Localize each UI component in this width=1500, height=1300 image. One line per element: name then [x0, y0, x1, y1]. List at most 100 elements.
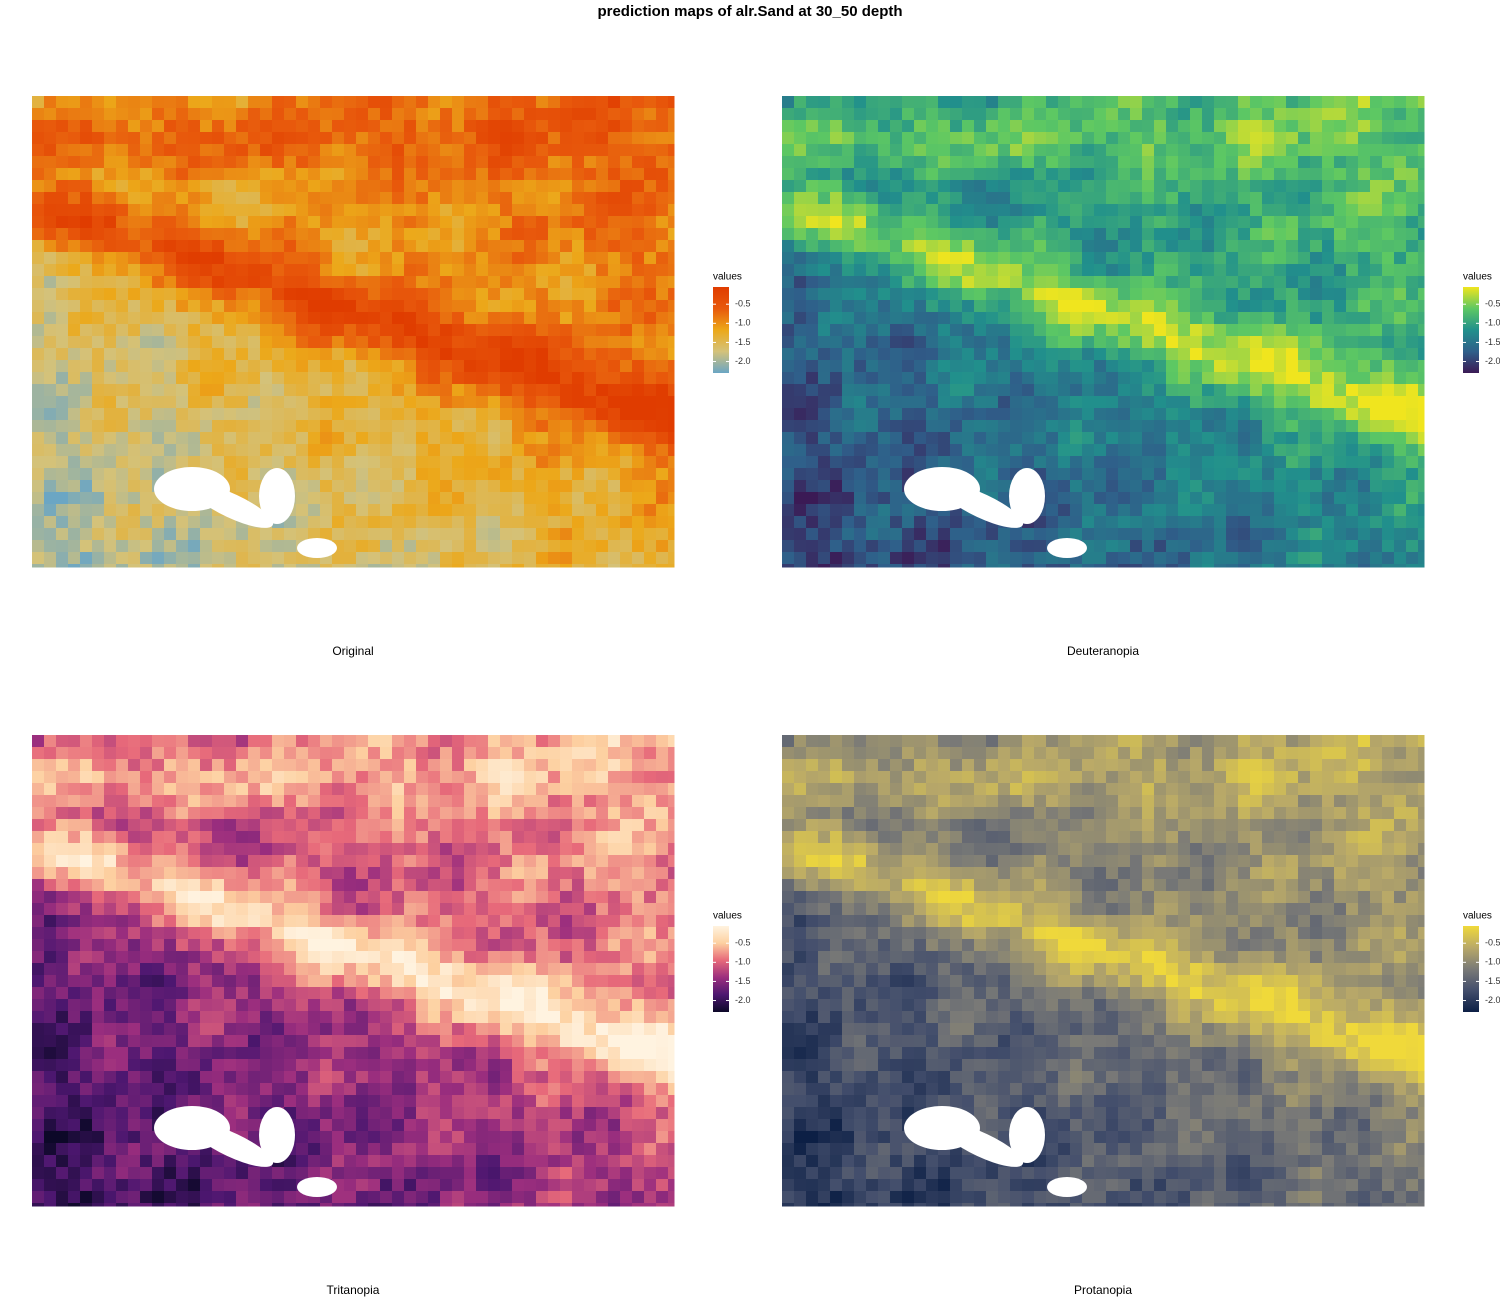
- raster-cell: [128, 108, 141, 121]
- raster-map: [32, 96, 675, 568]
- raster-cell: [80, 759, 93, 772]
- raster-cell: [1070, 360, 1083, 373]
- raster-cell: [1010, 144, 1023, 157]
- raster-cell: [80, 240, 93, 253]
- raster-cell: [1022, 444, 1035, 457]
- raster-cell: [1154, 348, 1167, 361]
- raster-cell: [854, 216, 867, 229]
- raster-cell: [320, 735, 333, 748]
- raster-cell: [1310, 468, 1323, 481]
- raster-cell: [1154, 528, 1167, 541]
- raster-cell: [830, 564, 843, 568]
- raster-cell: [998, 276, 1011, 289]
- raster-cell: [440, 807, 453, 820]
- raster-cell: [926, 312, 939, 325]
- raster-cell: [1382, 516, 1395, 529]
- raster-cell: [974, 468, 987, 481]
- raster-cell: [656, 108, 669, 121]
- raster-cell: [32, 252, 45, 265]
- raster-cell: [44, 396, 57, 409]
- raster-cell: [830, 504, 843, 517]
- raster-cell: [44, 771, 57, 784]
- raster-cell: [656, 324, 669, 337]
- raster-cell: [998, 288, 1011, 301]
- raster-cell: [392, 855, 405, 868]
- raster-cell: [236, 276, 249, 289]
- raster-cell: [428, 264, 441, 277]
- raster-cell: [1106, 300, 1119, 313]
- raster-cell: [608, 528, 621, 541]
- raster-cell: [308, 396, 321, 409]
- raster-cell: [284, 168, 297, 181]
- raster-cell: [308, 408, 321, 421]
- raster-cell: [272, 408, 285, 421]
- raster-cell: [1022, 108, 1035, 121]
- raster-cell: [986, 240, 999, 253]
- raster-cell: [524, 552, 537, 565]
- raster-cell: [104, 468, 117, 481]
- raster-cell: [224, 192, 237, 205]
- raster-cell: [902, 504, 915, 517]
- raster-cell: [974, 408, 987, 421]
- raster-cell: [584, 420, 597, 433]
- raster-cell: [464, 264, 477, 277]
- raster-cell: [974, 204, 987, 217]
- raster-cell: [248, 132, 261, 145]
- raster-cell: [890, 252, 903, 265]
- raster-cell: [584, 240, 597, 253]
- raster-cell: [392, 735, 405, 748]
- raster-cell: [608, 516, 621, 529]
- raster-cell: [560, 480, 573, 493]
- raster-cell: [356, 312, 369, 325]
- raster-cell: [1394, 456, 1407, 469]
- raster-cell: [926, 324, 939, 337]
- raster-cell: [854, 564, 867, 568]
- raster-cell: [284, 759, 297, 772]
- raster-cell: [1106, 348, 1119, 361]
- raster-cell: [56, 324, 69, 337]
- raster-cell: [1310, 564, 1323, 568]
- raster-cell: [356, 408, 369, 421]
- raster-cell: [428, 156, 441, 169]
- raster-cell: [512, 747, 525, 760]
- raster-cell: [584, 144, 597, 157]
- raster-cell: [212, 456, 225, 469]
- raster-cell: [500, 228, 513, 241]
- raster-cell: [44, 819, 57, 832]
- raster-cell: [356, 360, 369, 373]
- raster-cell: [368, 384, 381, 397]
- raster-cell: [830, 276, 843, 289]
- raster-cell: [392, 372, 405, 385]
- raster-cell: [68, 240, 81, 253]
- raster-cell: [536, 144, 549, 157]
- raster-cell: [1106, 516, 1119, 529]
- raster-cell: [1178, 132, 1191, 145]
- raster-cell: [224, 276, 237, 289]
- raster-cell: [248, 360, 261, 373]
- raster-cell: [356, 564, 369, 568]
- raster-cell: [1214, 360, 1227, 373]
- raster-cell: [596, 324, 609, 337]
- raster-cell: [536, 807, 549, 820]
- raster-cell: [608, 771, 621, 784]
- raster-cell: [1154, 480, 1167, 493]
- raster-cell: [1046, 180, 1059, 193]
- raster-cell: [818, 564, 831, 568]
- raster-cell: [914, 540, 927, 553]
- raster-cell: [344, 444, 357, 457]
- raster-cell: [488, 132, 501, 145]
- raster-cell: [296, 504, 309, 517]
- raster-cell: [56, 336, 69, 349]
- raster-cell: [866, 360, 879, 373]
- raster-cell: [656, 771, 669, 784]
- raster-cell: [1322, 348, 1335, 361]
- raster-cell: [104, 771, 117, 784]
- raster-cell: [1154, 552, 1167, 565]
- raster-cell: [548, 120, 561, 133]
- raster-cell: [938, 96, 951, 109]
- raster-cell: [80, 360, 93, 373]
- raster-cell: [200, 855, 213, 868]
- raster-cell: [296, 771, 309, 784]
- raster-cell: [404, 348, 417, 361]
- raster-cell: [536, 432, 549, 445]
